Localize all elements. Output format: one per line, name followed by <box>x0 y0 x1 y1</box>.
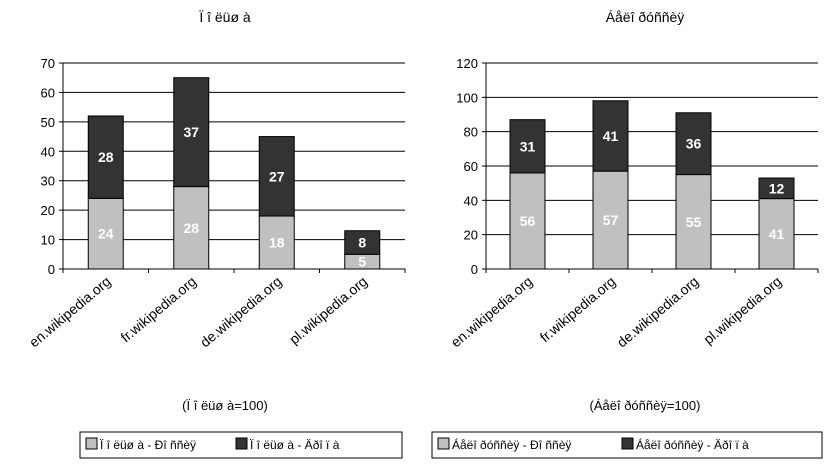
bar-segment <box>675 174 712 270</box>
data-label: 27 <box>269 168 285 184</box>
y-tick-label: 30 <box>41 174 55 189</box>
chart-title: Ï î ëüø à <box>199 9 251 25</box>
data-label: 36 <box>686 136 702 152</box>
data-label: 24 <box>98 226 114 242</box>
chart-1: Ï î ëüø à 0 10 20 30 40 50 60 70 24 28 en.wikipedia… <box>26 9 406 459</box>
y-tick-label: 60 <box>41 85 55 100</box>
x-axis-label: (Áåëî ðóññèÿ=100) <box>590 398 701 413</box>
data-label: 12 <box>769 180 785 196</box>
legend-entry: Áåëî ðóññèÿ - Ðî ññèÿ <box>452 437 571 452</box>
x-tick-label: fr.wikipedia.org <box>117 273 199 345</box>
chart-title: Áåëî ðóññèÿ <box>606 9 685 25</box>
data-label: 55 <box>686 214 702 230</box>
bar-segment <box>509 172 546 270</box>
y-tick-label: 50 <box>41 115 55 130</box>
bar-segment <box>758 177 795 200</box>
y-tick-label: 80 <box>464 125 478 140</box>
legend-swatch <box>621 437 634 450</box>
data-label: 37 <box>183 124 199 140</box>
bar-segment <box>592 100 629 172</box>
data-label: 28 <box>183 220 199 236</box>
legend-swatch <box>437 437 450 450</box>
y-tick-label: 70 <box>41 56 55 71</box>
bar-segment <box>258 136 295 217</box>
x-tick-label: pl.wikipedia.org <box>700 273 784 347</box>
x-tick-label: de.wikipedia.org <box>197 273 285 350</box>
x-axis-label: (Ï î ëüø à=100) <box>182 398 268 413</box>
y-tick-label: 60 <box>464 159 478 174</box>
legend-swatch <box>85 437 98 450</box>
legend: Áåëî ðóññèÿ - Ðî ññèÿ Áåëî ðóññèÿ - Äðî ï… <box>431 431 823 459</box>
x-tick-label: fr.wikipedia.org <box>537 273 619 345</box>
y-tick-label: 20 <box>41 203 55 218</box>
y-tick-label: 100 <box>456 90 478 105</box>
x-tick-label: de.wikipedia.org <box>614 273 702 350</box>
bar-segment <box>758 198 795 270</box>
y-tick-label: 10 <box>41 233 55 248</box>
x-tick-label: en.wikipedia.org <box>26 273 114 350</box>
legend: Ï î ëüø à - Ðî ññèÿ Ï î ëüø à - Äðî ï à <box>79 431 403 459</box>
x-tick-label: en.wikipedia.org <box>448 273 536 350</box>
bar-segment <box>173 77 210 188</box>
data-label: 41 <box>603 128 619 144</box>
bar-segment <box>173 186 210 270</box>
data-label: 5 <box>358 254 366 270</box>
bar-segment <box>258 215 295 270</box>
data-label: 41 <box>769 226 785 242</box>
data-label: 31 <box>520 138 536 154</box>
y-tick-label: 40 <box>464 193 478 208</box>
y-tick-label: 20 <box>464 228 478 243</box>
data-label: 28 <box>98 149 114 165</box>
data-label: 57 <box>603 212 619 228</box>
data-label: 8 <box>358 235 366 251</box>
legend-entry: Ï î ëüø à - Äðî ï à <box>250 438 340 452</box>
bar-segment <box>675 112 712 176</box>
data-label: 56 <box>520 213 536 229</box>
x-tick-label: pl.wikipedia.org <box>286 273 370 347</box>
chart-2: Áåëî ðóññèÿ 0 20 40 60 80 100 120 56 31 en.wikiped… <box>431 9 823 459</box>
legend-entry: Ï î ëüø à - Ðî ññèÿ <box>100 438 196 452</box>
y-tick-label: 0 <box>48 262 55 277</box>
bar-segment <box>344 230 381 255</box>
y-tick-label: 0 <box>471 262 478 277</box>
bar-segment <box>592 170 629 270</box>
bar-segment <box>87 115 124 199</box>
data-label: 18 <box>269 235 285 251</box>
bar-segment <box>509 119 546 174</box>
legend-swatch <box>235 437 248 450</box>
y-tick-label: 120 <box>456 56 478 71</box>
y-tick-label: 40 <box>41 144 55 159</box>
legend-box <box>79 431 403 459</box>
bar-segment <box>87 197 124 270</box>
legend-entry: Áåëî ðóññèÿ - Äðî ï à <box>636 437 749 452</box>
legend-box <box>431 431 823 459</box>
